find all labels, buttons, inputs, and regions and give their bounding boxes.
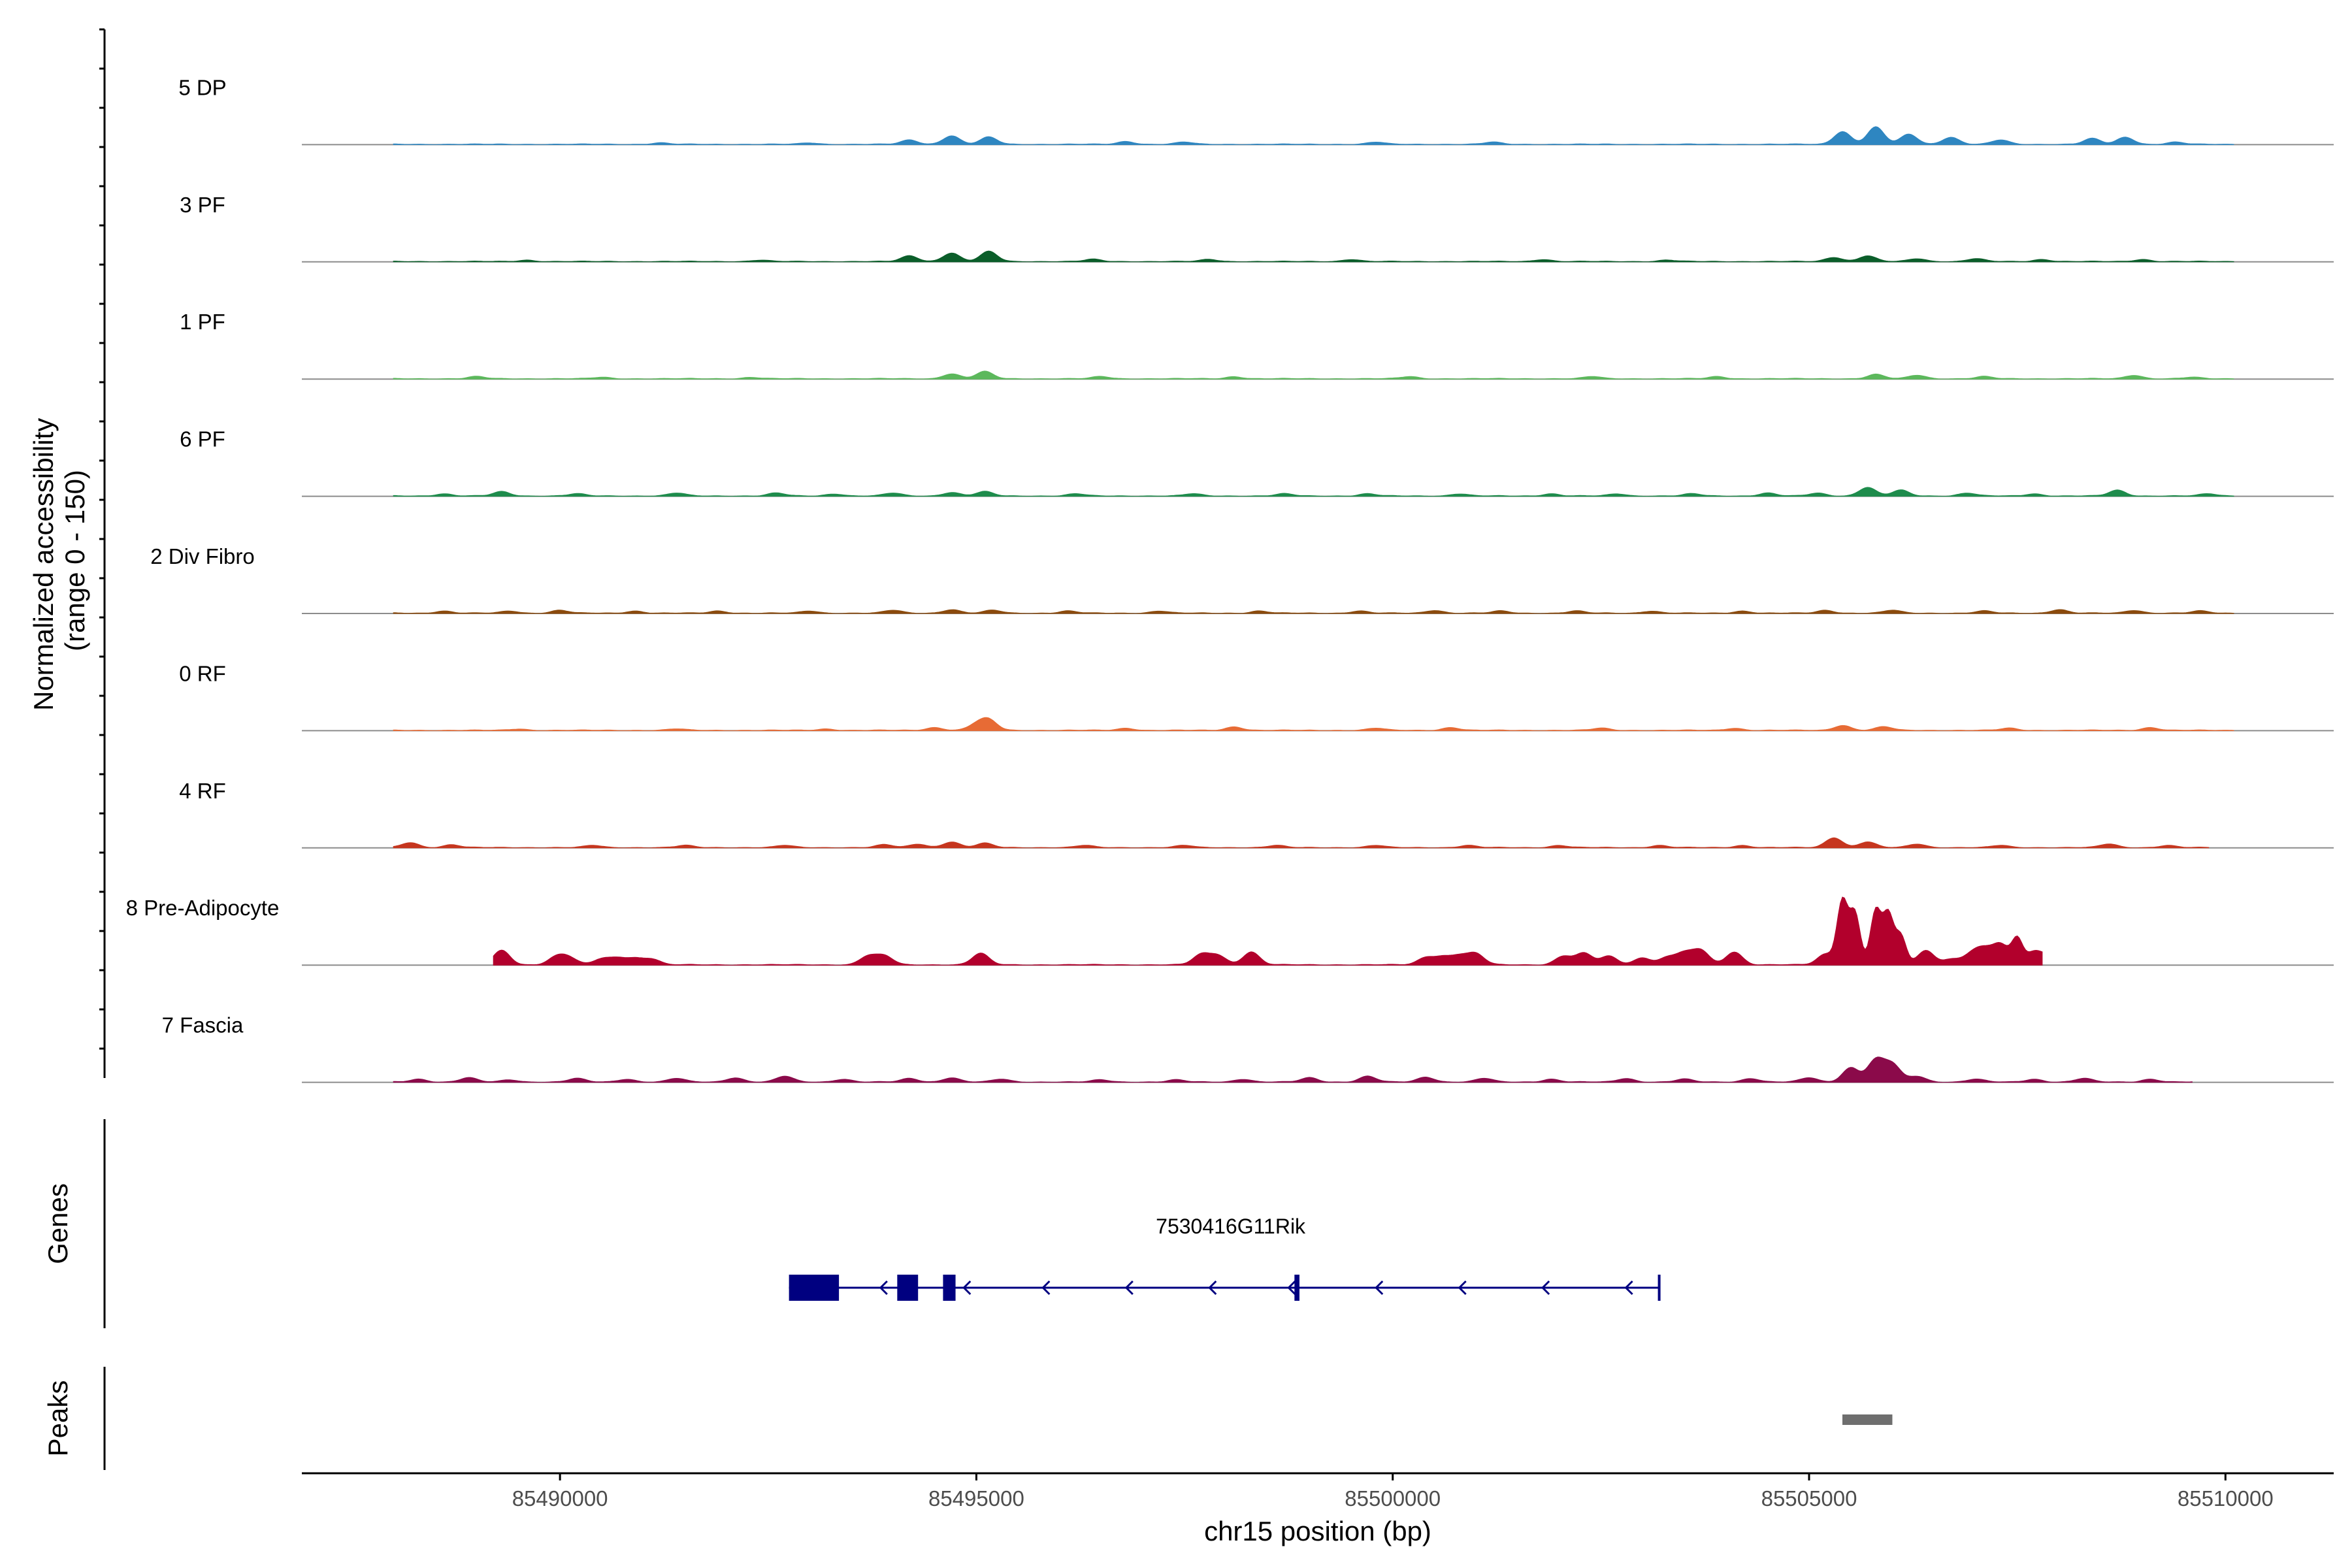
coverage-track: 6 PF — [180, 427, 2334, 497]
gene-model: 7530416G11Rik — [789, 1215, 1661, 1301]
peak-region — [1842, 1414, 1893, 1425]
coverage-track: 4 RF — [179, 779, 2334, 849]
strand-arrow — [1041, 1280, 1051, 1296]
coverage-track: 5 DP — [178, 75, 2334, 146]
strand-arrow — [1624, 1280, 1633, 1296]
gene-exon — [1294, 1275, 1299, 1301]
y-axis-title-line2: (range 0 - 150) — [59, 470, 90, 651]
track-label: 5 DP — [178, 75, 226, 99]
coverage-track: 3 PF — [180, 193, 2334, 263]
track-label: 0 RF — [179, 661, 226, 685]
track-label: 1 PF — [180, 310, 225, 334]
strand-arrow — [879, 1280, 888, 1296]
coverage-area — [393, 1056, 2193, 1083]
coverage-tracks: 5 DP 3 PF 1 PF 6 PF 2 Div Fibro 0 RF 4 RF 8 Pre… — [126, 75, 2334, 1083]
strand-arrow — [1208, 1280, 1217, 1296]
x-tick-label: 85505000 — [1761, 1486, 1857, 1511]
strand-arrow — [1458, 1280, 1467, 1296]
strand-arrow — [1541, 1280, 1550, 1296]
y-axis-title-line1: Normalized accessibility — [28, 418, 59, 711]
x-axis: 85490000 85495000 85500000 85505000 85510000 — [512, 1473, 2274, 1511]
coverage-area — [493, 896, 2043, 966]
strand-arrow — [1287, 1280, 1296, 1296]
x-tick-label: 85500000 — [1345, 1486, 1441, 1511]
track-label: 8 Pre-Adipocyte — [126, 896, 280, 920]
track-label: 6 PF — [180, 427, 225, 451]
gene-exon — [943, 1275, 956, 1301]
gene-name: 7530416G11Rik — [1156, 1215, 1306, 1238]
coverage-track: 1 PF — [180, 310, 2334, 380]
x-tick-label: 85490000 — [512, 1486, 608, 1511]
coverage-track: 2 Div Fibro — [150, 544, 2334, 614]
coverage-area — [393, 126, 2234, 145]
gene-track: 7530416G11Rik — [789, 1215, 1661, 1301]
x-tick-label: 85510000 — [2178, 1486, 2274, 1511]
x-tick-label: 85495000 — [928, 1486, 1024, 1511]
coverage-area — [393, 609, 2234, 614]
strand-arrow — [1124, 1280, 1134, 1296]
coverage-area — [393, 837, 2210, 849]
coverage-track: 7 Fascia — [162, 1013, 2334, 1083]
coverage-area — [393, 487, 2234, 497]
y-axis-title: Normalized accessibility (range 0 - 150) — [28, 410, 90, 711]
track-label: 3 PF — [180, 193, 225, 217]
strand-arrow — [1375, 1280, 1384, 1296]
coverage-area — [393, 717, 2234, 731]
track-label: 2 Div Fibro — [150, 544, 255, 568]
coverage-track: 0 RF — [179, 661, 2334, 732]
x-axis-title: chr15 position (bp) — [1204, 1516, 1431, 1546]
coverage-area — [393, 250, 2234, 263]
gene-exon — [789, 1275, 840, 1301]
genes-panel-label: Genes — [42, 1183, 73, 1264]
peaks-track — [1842, 1414, 1893, 1425]
track-label: 4 RF — [179, 779, 226, 803]
strand-arrow — [962, 1280, 972, 1296]
coverage-track: 8 Pre-Adipocyte — [126, 896, 2334, 966]
track-label: 7 Fascia — [162, 1013, 244, 1037]
peaks-panel-label: Peaks — [42, 1380, 73, 1457]
gene-exon — [897, 1275, 919, 1301]
coverage-area — [393, 370, 2234, 380]
coverage-axis-ticks — [99, 28, 105, 1050]
